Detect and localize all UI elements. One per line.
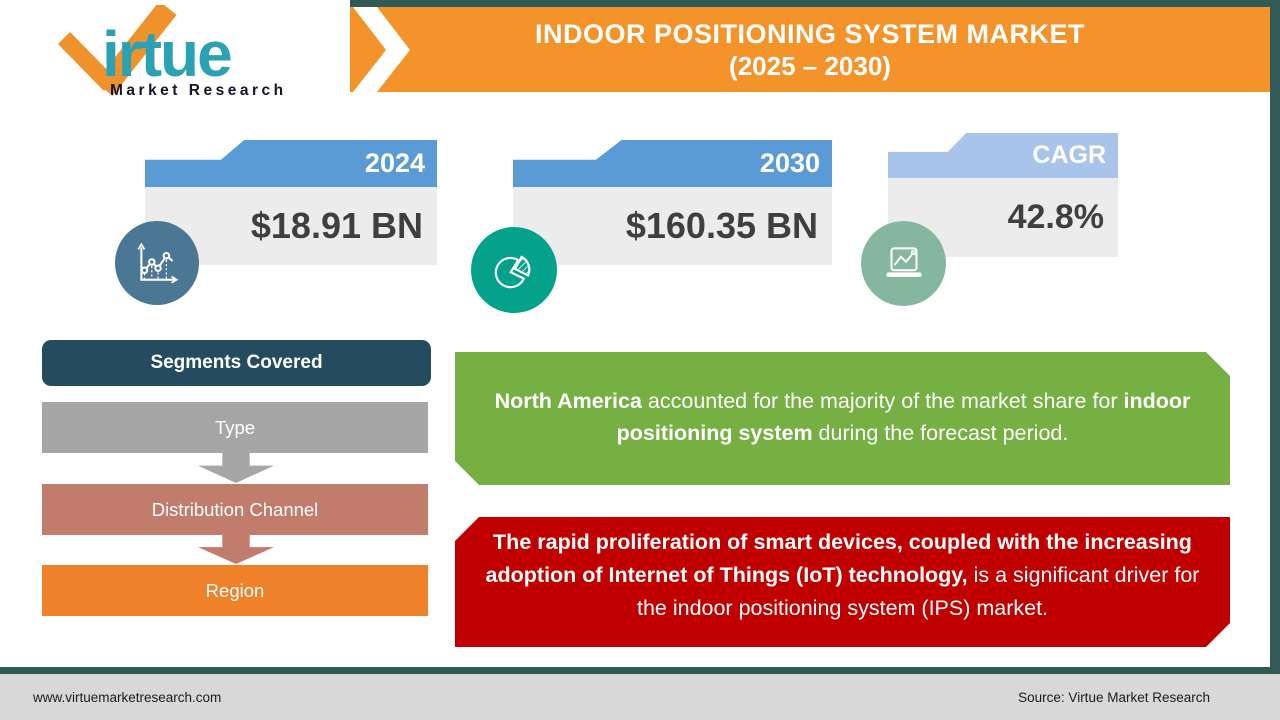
- driver-text: is a significant driver for the indoor p…: [636, 563, 1200, 620]
- down-arrow-icon: [198, 535, 274, 564]
- segment-bar-distribution-channel: Distribution Channel: [42, 484, 428, 535]
- driver-bold-text: The rapid proliferation of smart devices…: [485, 530, 1192, 587]
- stat-2030-value: $160.35 BN: [625, 205, 818, 246]
- frame-top-bar: [350, 0, 1280, 7]
- virtue-logo: irtue Market Research: [30, 5, 330, 100]
- down-arrow-icon: [198, 453, 274, 483]
- stat-2024-icon-circle: [115, 221, 199, 305]
- stat-2030-value-card: $160.35 BN: [513, 187, 832, 265]
- page-title: INDOOR POSITIONING SYSTEM MARKET: [534, 18, 1086, 49]
- segments-covered-title: Segments Covered: [150, 352, 323, 373]
- stat-2030-icon-circle: [471, 227, 557, 313]
- line-chart-icon: [137, 242, 179, 284]
- segment-region-label: Region: [205, 579, 265, 601]
- segment-bar-region: Region: [42, 565, 428, 616]
- logo-tagline: Market Research: [110, 82, 287, 99]
- chevron-right-icon: [353, 7, 410, 92]
- page-title-years: (2025 – 2030): [729, 50, 891, 81]
- stat-cagr-tab: CAGR: [888, 133, 1118, 178]
- insight-text: during the forecast period.: [812, 420, 1069, 445]
- footer-source-text: Source: Virtue Market Research: [1018, 689, 1210, 705]
- insight-text: accounted for the majority of the market…: [641, 388, 1124, 413]
- footer-website-link[interactable]: www.virtuemarketresearch.com: [33, 689, 222, 705]
- segment-type-label: Type: [214, 416, 256, 438]
- stat-2024-value-card: $18.91 BN: [145, 187, 437, 265]
- stat-cagr-value: 42.8%: [1007, 198, 1104, 236]
- insight-bold-region: North America: [494, 388, 642, 413]
- market-driver-text: The rapid proliferation of smart devices…: [478, 526, 1208, 625]
- market-driver-box: The rapid proliferation of smart devices…: [455, 517, 1230, 647]
- stat-2024-tab: 2024: [145, 140, 437, 187]
- virtue-check-icon: irtue Market Research: [57, 5, 287, 99]
- regional-insight-box: North America accounted for the majority…: [455, 352, 1230, 485]
- stat-2030-tab: 2030: [513, 140, 832, 187]
- laptop-chart-icon: [885, 246, 922, 277]
- stat-2024-value: $18.91 BN: [250, 205, 423, 246]
- pie-chart-icon: [494, 255, 531, 289]
- stat-2030-label: 2030: [759, 148, 820, 178]
- footer-divider-bar: [0, 667, 1280, 674]
- segment-bar-type: Type: [42, 402, 428, 453]
- insight-bold-keyword: indoor positioning system: [616, 388, 1191, 445]
- logo-wordmark: irtue: [102, 18, 231, 90]
- segments-covered-header: Segments Covered: [42, 340, 431, 386]
- frame-right-bar: [1270, 0, 1280, 674]
- stat-cagr-label: CAGR: [1032, 141, 1106, 169]
- segment-distribution-label: Distribution Channel: [151, 498, 319, 520]
- stat-cagr-icon-circle: [861, 221, 946, 306]
- footer: [0, 674, 1280, 720]
- stat-2024-label: 2024: [364, 148, 425, 178]
- regional-insight-text: North America accounted for the majority…: [493, 385, 1193, 449]
- title-banner: INDOOR POSITIONING SYSTEM MARKET (2025 –…: [350, 7, 1270, 92]
